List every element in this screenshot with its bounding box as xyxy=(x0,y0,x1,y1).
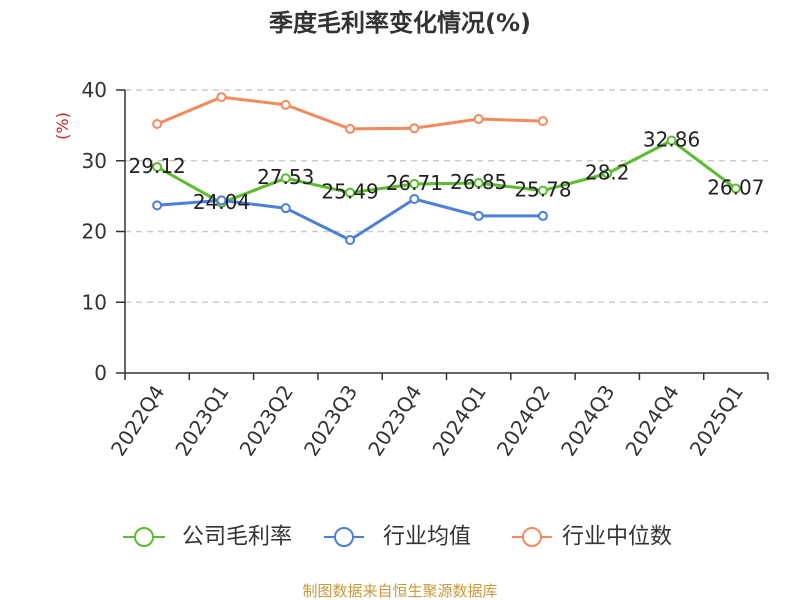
data-point xyxy=(666,135,677,146)
x-tick-label: 2024Q2 xyxy=(492,381,555,461)
y-tick-label: 20 xyxy=(82,220,107,244)
data-point xyxy=(473,178,484,189)
data-label: 27.53 xyxy=(257,165,314,189)
data-label: 32.86 xyxy=(643,128,700,152)
data-point xyxy=(537,210,548,221)
legend-label: 行业中位数 xyxy=(562,525,672,550)
data-point xyxy=(473,210,484,221)
y-tick-label: 10 xyxy=(82,290,107,314)
data-point xyxy=(216,195,227,206)
data-point xyxy=(537,185,548,196)
x-axis: 2022Q4 2023Q1 2023Q2 2023Q3 2023Q4 2024Q1 2024… xyxy=(106,372,769,461)
data-point xyxy=(409,179,420,190)
data-point xyxy=(345,187,356,198)
data-point xyxy=(152,118,163,129)
data-label: 25.49 xyxy=(321,180,378,204)
legend: 公司毛利率 行业均值 行业中位数 xyxy=(123,525,672,550)
series-industry-median xyxy=(152,92,548,134)
series-industry-mean xyxy=(152,193,548,245)
legend-item-industry-median[interactable]: 行业中位数 xyxy=(512,525,672,550)
data-label: 29.12 xyxy=(129,154,186,178)
data-point xyxy=(409,123,420,134)
data-label: 28.2 xyxy=(585,160,630,184)
data-label: 26.71 xyxy=(386,171,443,195)
data-labels-company-gross-margin: 29.12 24.04 27.53 25.49 26.71 26.85 25.78 28.2 3… xyxy=(129,128,765,214)
x-tick-label: 2024Q4 xyxy=(620,381,683,461)
x-tick-label: 2023Q1 xyxy=(170,381,233,461)
x-tick-label: 2022Q4 xyxy=(106,381,169,461)
y-tick-label: 30 xyxy=(82,149,107,173)
y-axis-label: (%) xyxy=(53,112,72,140)
data-point xyxy=(409,193,420,204)
x-tick-label: 2025Q1 xyxy=(685,381,748,461)
x-tick-label: 2024Q3 xyxy=(556,381,619,461)
y-tick-label: 0 xyxy=(94,361,107,385)
data-point xyxy=(602,168,613,179)
legend-label: 公司毛利率 xyxy=(182,525,292,550)
x-tick-label: 2023Q2 xyxy=(235,381,298,461)
source-note: 制图数据来自恒生聚源数据库 xyxy=(302,582,497,600)
x-tick-label: 2023Q4 xyxy=(363,381,426,461)
legend-circle-marker xyxy=(134,527,154,547)
chart-title: 季度毛利率变化情况(%) xyxy=(269,9,531,37)
data-point xyxy=(730,183,741,194)
data-point xyxy=(152,200,163,211)
data-label: 26.07 xyxy=(707,176,764,200)
series-line xyxy=(156,139,737,205)
y-tick-label: 40 xyxy=(82,78,107,102)
data-point xyxy=(345,234,356,245)
x-tick-label: 2024Q1 xyxy=(427,381,490,461)
y-axis: 0 10 20 30 40 xyxy=(82,78,126,385)
legend-circle-marker xyxy=(334,527,354,547)
data-label: 25.78 xyxy=(514,178,571,202)
data-point xyxy=(216,92,227,103)
gridlines xyxy=(125,89,768,303)
x-tick-label: 2023Q3 xyxy=(299,381,362,461)
data-point xyxy=(152,161,163,172)
legend-circle-marker xyxy=(522,527,542,547)
data-label: 26.85 xyxy=(450,170,507,194)
legend-label: 行业均值 xyxy=(383,525,471,550)
data-point xyxy=(473,114,484,125)
data-point xyxy=(280,173,291,184)
data-point xyxy=(537,116,548,127)
data-label: 24.04 xyxy=(193,190,250,214)
data-point xyxy=(280,99,291,110)
plot-series: 29.12 24.04 27.53 25.49 26.71 26.85 25.78 28.2 3… xyxy=(129,92,765,245)
legend-item-company-gross-margin[interactable]: 公司毛利率 xyxy=(123,525,292,550)
legend-item-industry-mean[interactable]: 行业均值 xyxy=(324,525,471,550)
data-point xyxy=(345,123,356,134)
data-point xyxy=(280,203,291,214)
